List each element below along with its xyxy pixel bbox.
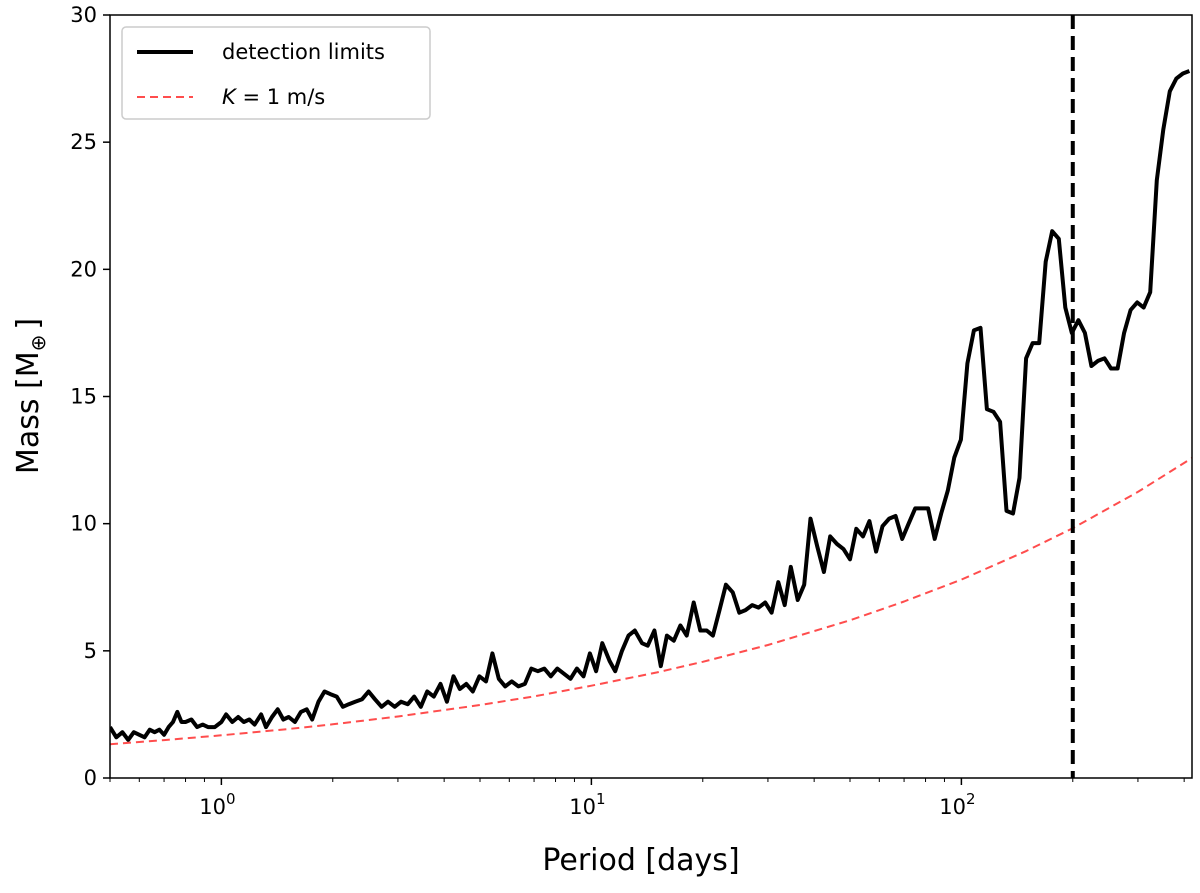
- x-axis-label: Period [days]: [542, 843, 739, 878]
- y-tick-label: 5: [84, 639, 97, 663]
- y-tick-label: 15: [70, 385, 97, 409]
- y-tick-label: 10: [70, 512, 97, 536]
- x-tick-label: 100: [199, 790, 235, 819]
- y-tick-label: 20: [70, 257, 97, 281]
- plot-frame: [109, 14, 1193, 779]
- y-tick-label: 25: [70, 130, 97, 154]
- y-axis-label: Mass [M⊕]: [11, 318, 50, 474]
- plot-layer: [110, 15, 1192, 778]
- y-tick-label: 0: [84, 766, 97, 790]
- y-tick-label: 30: [70, 3, 97, 27]
- legend-box: [121, 26, 431, 120]
- axes-layer: 0 5 10 15 20 25 30 100 101 102 Period [days] Mass […: [11, 3, 1193, 878]
- detection-limits-line: [110, 69, 1191, 742]
- x-tick-label: 102: [939, 790, 975, 819]
- x-tick-label: 101: [569, 790, 605, 819]
- legend-label-k: K = 1 m/s: [222, 85, 325, 109]
- legend: detection limits K = 1 m/s: [121, 26, 431, 120]
- k-1ms-curve: [110, 457, 1192, 746]
- legend-label-detection: detection limits: [222, 40, 385, 64]
